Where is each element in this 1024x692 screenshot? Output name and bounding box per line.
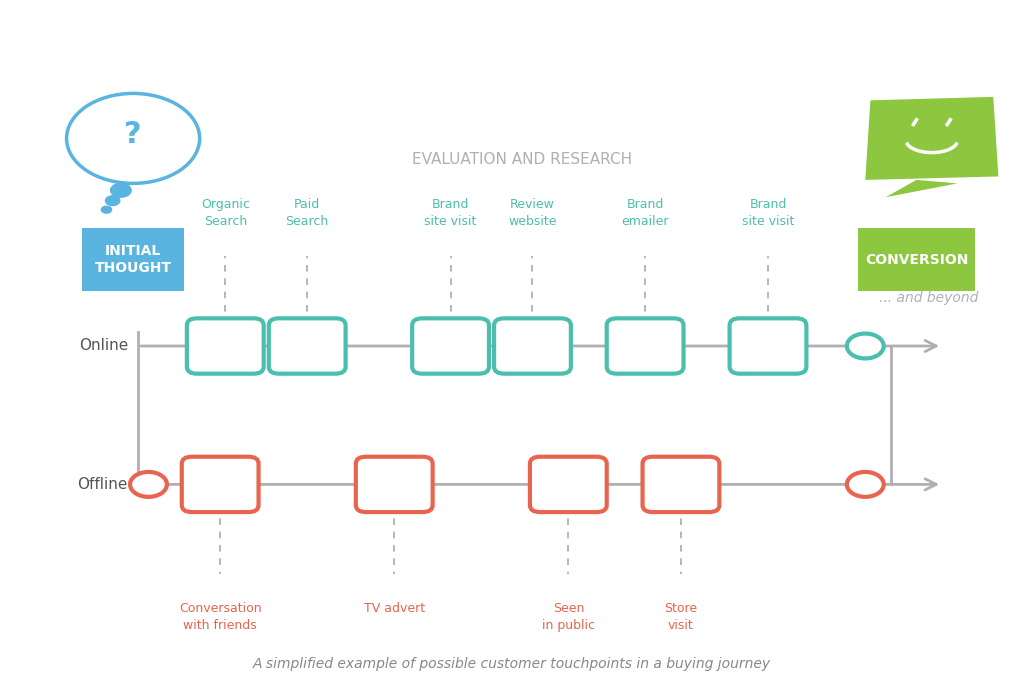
- Circle shape: [101, 206, 112, 213]
- FancyBboxPatch shape: [412, 318, 489, 374]
- FancyBboxPatch shape: [530, 457, 606, 512]
- FancyBboxPatch shape: [186, 318, 264, 374]
- FancyBboxPatch shape: [82, 228, 184, 291]
- Text: Online: Online: [79, 338, 128, 354]
- Text: Store
visit: Store visit: [665, 602, 697, 632]
- Text: EVALUATION AND RESEARCH: EVALUATION AND RESEARCH: [413, 152, 632, 167]
- Circle shape: [847, 472, 884, 497]
- Circle shape: [130, 472, 167, 497]
- Circle shape: [111, 183, 131, 197]
- Text: Brand
emailer: Brand emailer: [622, 199, 669, 228]
- Text: Brand
site visit: Brand site visit: [424, 199, 477, 228]
- Text: Offline: Offline: [78, 477, 128, 492]
- Polygon shape: [886, 180, 957, 197]
- Circle shape: [847, 334, 884, 358]
- Circle shape: [105, 196, 120, 206]
- Text: Review
website: Review website: [508, 199, 557, 228]
- FancyBboxPatch shape: [729, 318, 807, 374]
- Text: Seen
in public: Seen in public: [542, 602, 595, 632]
- FancyBboxPatch shape: [494, 318, 571, 374]
- Polygon shape: [865, 97, 998, 180]
- FancyBboxPatch shape: [606, 318, 684, 374]
- Text: Conversation
with friends: Conversation with friends: [179, 602, 261, 632]
- Text: Organic
Search: Organic Search: [201, 199, 250, 228]
- FancyBboxPatch shape: [858, 228, 975, 291]
- FancyBboxPatch shape: [268, 318, 345, 374]
- Text: TV advert: TV advert: [364, 602, 425, 615]
- Text: Brand
site visit: Brand site visit: [741, 199, 795, 228]
- Text: INITIAL
THOUGHT: INITIAL THOUGHT: [94, 244, 172, 275]
- FancyBboxPatch shape: [643, 457, 719, 512]
- Text: ... and beyond: ... and beyond: [879, 291, 978, 304]
- FancyBboxPatch shape: [182, 457, 258, 512]
- Text: Paid
Search: Paid Search: [286, 199, 329, 228]
- Text: ?: ?: [124, 120, 142, 149]
- Text: A simplified example of possible customer touchpoints in a buying journey: A simplified example of possible custome…: [253, 657, 771, 671]
- Text: CONVERSION: CONVERSION: [865, 253, 968, 266]
- Circle shape: [67, 93, 200, 183]
- FancyBboxPatch shape: [356, 457, 432, 512]
